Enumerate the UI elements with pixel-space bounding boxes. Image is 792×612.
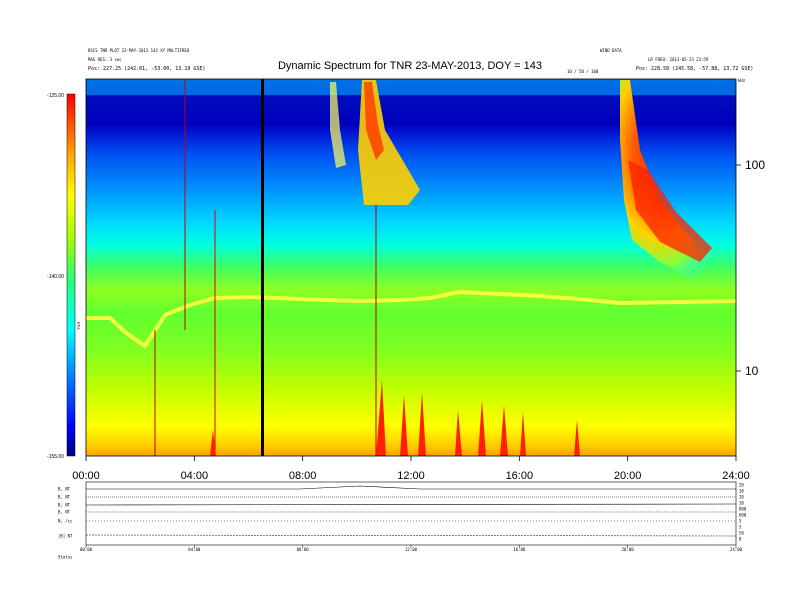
row-label: B, NT (58, 495, 71, 500)
header-left-pos: Pos: 227.25 (242.01, -53.00, 13.19 GSE) (88, 66, 205, 72)
row-label: B, NT (58, 503, 71, 508)
spike (500, 405, 508, 456)
row-label: |B| NT (58, 534, 73, 539)
header-left-line1: DSCS TNR PLOT 23-MAY-2013 143 XY MULTIFR… (88, 48, 190, 53)
spike (400, 395, 408, 456)
noise-band (86, 289, 737, 349)
lower-x-tick-label: 24:00 (730, 547, 743, 552)
right-label: 0 (739, 537, 742, 542)
data-gap-line (261, 79, 264, 456)
spike (520, 412, 526, 456)
colorbar-top-label: -125.00 (47, 93, 64, 99)
panel-trace-6 (85, 534, 737, 537)
right-label: 600 (739, 513, 747, 518)
spike (210, 430, 216, 456)
header-left-line2: MAG RES: 3 sec (88, 57, 122, 62)
spectrogram (85, 78, 737, 457)
lower-x-tick-label: 00:00 (80, 547, 93, 552)
small-burst (330, 82, 346, 168)
y-tick-label-100: 100 (745, 158, 765, 172)
lower-x-tick-label: 12:00 (405, 547, 418, 552)
right-label: 20 (739, 483, 744, 488)
right-label: 10 (739, 489, 744, 494)
right-label: 10 (739, 501, 744, 506)
right-label: 50 (739, 531, 744, 536)
header-right-pos: Pos: 228.58 (245.58, -57.88, 13.72 GSE) (636, 66, 753, 72)
panel-trace-3 (85, 503, 737, 506)
x-tick-label: 00:00 (72, 470, 100, 482)
type-iii-core (364, 82, 384, 160)
spike (478, 400, 486, 456)
x-tick-label: 04:00 (181, 470, 209, 482)
top-strip (86, 79, 736, 95)
header-right-line2: LR FREQ: 2013-05-23 23:59 (648, 57, 709, 62)
x-tick-label: 08:00 (289, 470, 317, 482)
x-tick-label: 24:00 (722, 470, 750, 482)
colorbar-mid-label: -140.00 (47, 274, 64, 280)
type-ii-core (628, 160, 712, 262)
lower-x-tick-label: 16:00 (513, 547, 526, 552)
y-tick-label-10: 10 (745, 364, 759, 378)
right-label: 5 (739, 525, 742, 530)
spectrogram-background (86, 79, 736, 456)
top-dark-band (86, 96, 736, 126)
spike (376, 380, 386, 456)
lower-panel-x-axis: 00:00 04:00 08:00 12:00 16:00 20:00 24:00 (80, 545, 743, 552)
row-label: B, NT (58, 510, 71, 515)
y-axis: 100 10 (736, 158, 765, 378)
spike (455, 410, 462, 456)
panel-trace-1 (86, 485, 736, 490)
header-right-corner: kHz (738, 78, 746, 83)
lower-x-tick-label: 20:00 (622, 547, 635, 552)
header-right-line1: WIND DATA (600, 48, 622, 53)
lower-x-tick-label: 04:00 (188, 547, 201, 552)
lower-panels: B, NT B, NT B, NT B, NT N, /cc |B| NT Status 2… (58, 481, 747, 560)
lower-panel-row-labels: B, NT B, NT B, NT B, NT N, /cc |B| NT Status (58, 487, 73, 560)
x-axis: 00:00 04:00 08:00 12:00 16:00 20:00 24:00 (72, 456, 750, 482)
spike (574, 420, 580, 456)
type-ii-burst (620, 80, 736, 285)
lower-x-tick-label: 08:00 (297, 547, 310, 552)
row-label: Status (58, 555, 73, 560)
right-label: 20 (739, 495, 744, 500)
spike (418, 392, 426, 456)
row-label: N, /cc (58, 519, 73, 524)
colorbar-bottom-label: -155.00 (47, 454, 64, 460)
right-label: 800 (739, 507, 747, 512)
x-tick-label: 20:00 (614, 470, 642, 482)
row-label: B, NT (58, 487, 71, 492)
x-tick-label: 12:00 (397, 470, 425, 482)
colorbar (66, 93, 76, 457)
colorbar-axis-label: TNR (76, 322, 81, 330)
right-label: 5 (739, 519, 742, 524)
bottom-spikes (210, 380, 580, 456)
chart-title: Dynamic Spectrum for TNR 23-MAY-2013, DO… (278, 60, 542, 72)
x-tick-label: 16:00 (506, 470, 534, 482)
header-center-small: 10 / 50 / 100 (567, 69, 599, 74)
